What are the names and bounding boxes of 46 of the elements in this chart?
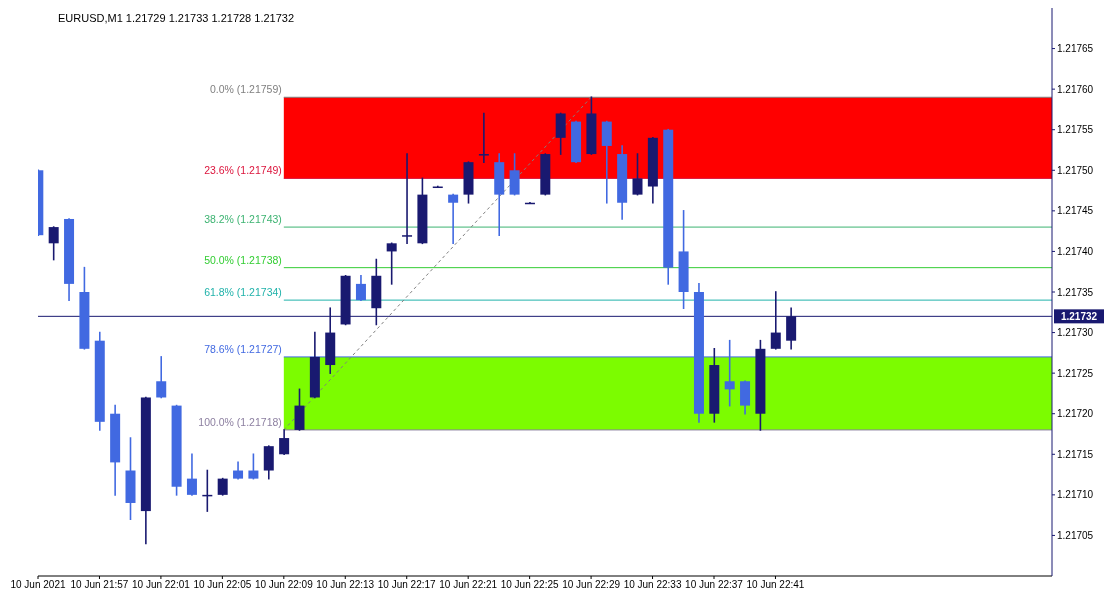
chart-title: EURUSD,M1 1.21729 1.21733 1.21728 1.21732 [58, 12, 295, 24]
y-tick-label: 1.21755 [1057, 124, 1094, 136]
x-tick-label: 10 Jun 22:05 [193, 579, 252, 591]
candlestick [48, 226, 59, 261]
candlestick [386, 242, 397, 285]
y-tick-label: 1.21760 [1057, 83, 1094, 95]
candlestick [478, 112, 489, 163]
ref-line-label: 38.2% (1.21743) [204, 213, 282, 226]
y-tick-label: 1.21725 [1057, 367, 1094, 379]
y-tick-label: 1.21745 [1057, 205, 1094, 217]
candlestick [248, 453, 259, 480]
candlestick [355, 274, 366, 301]
y-tick-label: 1.21720 [1057, 408, 1094, 420]
y-tick-label: 1.21750 [1057, 164, 1094, 176]
x-tick-label: 10 Jun 22:33 [623, 579, 682, 591]
x-tick-label: 10 Jun 22:41 [746, 579, 805, 591]
x-tick-label: 10 Jun 22:25 [500, 579, 559, 591]
x-tick-label: 10 Jun 22:37 [685, 579, 744, 591]
x-tick-label: 10 Jun 22:09 [254, 579, 314, 591]
candlestick [156, 356, 167, 399]
y-tick-label: 1.21765 [1057, 43, 1094, 55]
ref-line-label: 1.21732 [1060, 311, 1098, 323]
x-tick-label: 10 Jun 21:57 [70, 579, 129, 591]
ref-line-label: 0.0% (1.21759) [210, 83, 282, 96]
candlestick [279, 429, 290, 456]
y-tick-label: 1.21710 [1057, 489, 1094, 501]
y-tick-label: 1.21735 [1057, 286, 1094, 298]
ref-line-label: 78.6% (1.21727) [204, 342, 282, 355]
ref-line-label: 50.0% (1.21738) [204, 253, 282, 266]
y-tick-label: 1.21740 [1057, 245, 1094, 257]
x-tick-label: 10 Jun 22:13 [316, 579, 375, 591]
y-tick-label: 1.21715 [1057, 448, 1094, 460]
x-tick-label: 10 Jun 22:01 [132, 579, 191, 591]
ref-line-label: 61.8% (1.21734) [204, 286, 282, 299]
candlestick [186, 453, 197, 496]
candlestick [632, 153, 643, 196]
x-tick-label: 10 Jun 22:21 [439, 579, 498, 591]
x-tick-label: 10 Jun 22:29 [562, 579, 621, 591]
x-tick-label: 10 Jun 22:17 [377, 579, 437, 591]
ref-line-label: 100.0% (1.21718) [198, 415, 282, 428]
y-tick-label: 1.21705 [1057, 529, 1094, 541]
candlestick [402, 153, 413, 245]
x-tick-label: 10 Jun 2021 [10, 579, 66, 591]
candlestick [448, 193, 459, 245]
y-tick-label: 1.21730 [1057, 327, 1094, 339]
ref-line-label: 23.6% (1.21749) [204, 164, 282, 177]
